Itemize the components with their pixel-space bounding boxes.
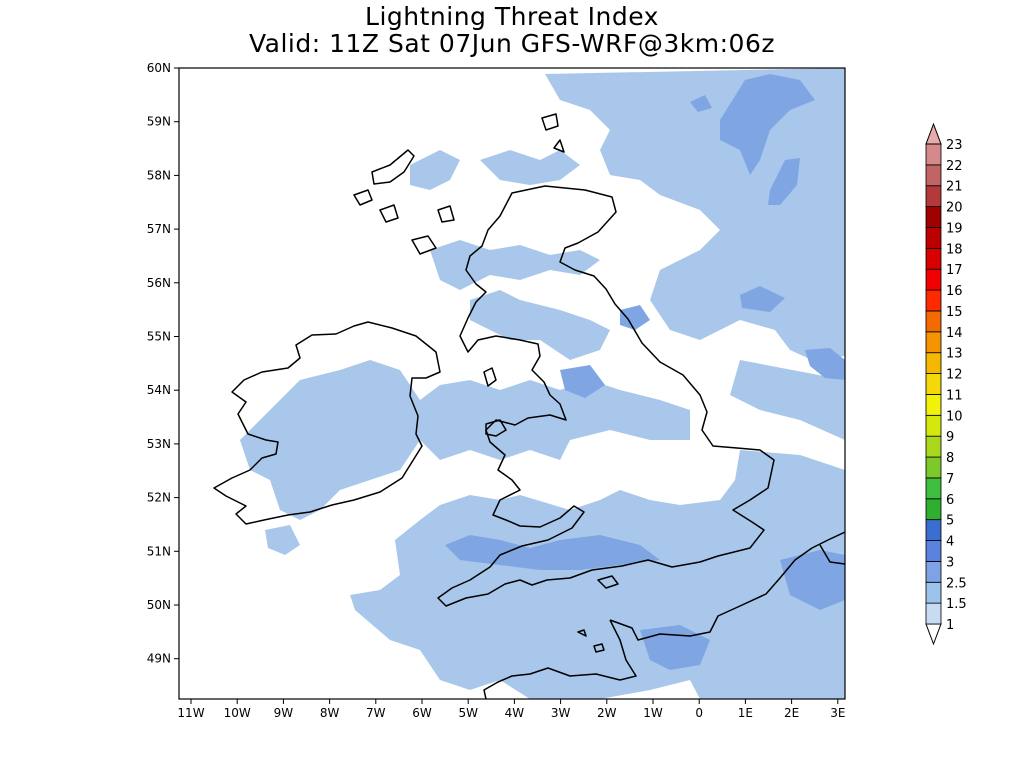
colorbar-swatch bbox=[925, 581, 942, 604]
colorbar-label: 7 bbox=[946, 472, 954, 487]
colorbar-bottom-arrow bbox=[925, 623, 942, 646]
map-title: Lightning Threat Index bbox=[365, 2, 659, 31]
colorbar-label: 15 bbox=[946, 305, 963, 320]
map-subtitle: Valid: 11Z Sat 07Jun GFS-WRF@3km:06z bbox=[248, 29, 775, 58]
lon-label: 6W bbox=[412, 706, 432, 720]
lon-label: 2W bbox=[597, 706, 617, 720]
colorbar-label: 14 bbox=[946, 326, 963, 341]
colorbar-label: 1 bbox=[946, 618, 954, 633]
colorbar-legend: 1 1.5 2.5 3 4 5 6 7 8 9 10 11 12 13 14 15 16 17 18 19 20 21 22… bbox=[925, 122, 967, 646]
lat-label: 49N bbox=[147, 652, 171, 666]
colorbar-swatch bbox=[925, 268, 942, 291]
colorbar-swatch bbox=[925, 435, 942, 458]
colorbar-swatch bbox=[925, 331, 942, 354]
colorbar-label: 1.5 bbox=[946, 597, 967, 612]
lat-label: 55N bbox=[147, 330, 171, 344]
colorbar-label: 23 bbox=[946, 138, 963, 153]
colorbar-swatch bbox=[925, 206, 942, 228]
colorbar-label: 8 bbox=[946, 451, 954, 466]
coastline-ireland bbox=[213, 321, 441, 525]
colorbar-swatch bbox=[925, 247, 942, 270]
lon-label: 2E bbox=[784, 706, 799, 720]
colorbar-label: 11 bbox=[946, 388, 963, 403]
colorbar-swatch bbox=[925, 477, 942, 500]
lat-label: 51N bbox=[147, 544, 171, 558]
latitude-axis: 60N 59N 58N 57N 56N 55N 54N 53N 52N 51N 50N 49N bbox=[147, 61, 179, 666]
lon-label: 0 bbox=[695, 706, 703, 720]
lon-label: 4W bbox=[505, 706, 525, 720]
colorbar-swatch bbox=[925, 185, 942, 208]
lon-label: 1W bbox=[643, 706, 663, 720]
colorbar-swatch bbox=[925, 498, 942, 521]
lon-label: 1E bbox=[738, 706, 753, 720]
lat-label: 53N bbox=[147, 437, 171, 451]
colorbar-label: 13 bbox=[946, 347, 963, 362]
lat-label: 50N bbox=[147, 598, 171, 612]
coastline-great-britain bbox=[437, 185, 775, 607]
lat-label: 56N bbox=[147, 276, 171, 290]
lat-label: 60N bbox=[147, 61, 171, 75]
colorbar-swatch bbox=[925, 352, 942, 374]
colorbar-label: 5 bbox=[946, 514, 954, 529]
lat-label: 58N bbox=[147, 168, 171, 182]
map-plot-area bbox=[179, 68, 845, 699]
colorbar-swatch bbox=[925, 456, 942, 479]
coastlines bbox=[213, 113, 845, 699]
lon-label: 11W bbox=[177, 706, 204, 720]
colorbar-swatch bbox=[925, 519, 942, 541]
colorbar-label: 18 bbox=[946, 242, 963, 257]
colorbar-swatch bbox=[925, 540, 942, 562]
colorbar-swatch bbox=[925, 394, 942, 416]
colorbar-label: 10 bbox=[946, 409, 963, 424]
colorbar-swatch bbox=[925, 602, 942, 625]
colorbar-label: 12 bbox=[946, 368, 963, 383]
lon-label: 9W bbox=[274, 706, 294, 720]
colorbar-label: 17 bbox=[946, 263, 963, 278]
lon-label: 3W bbox=[551, 706, 571, 720]
colorbar-swatch bbox=[925, 143, 942, 166]
colorbar-label: 2.5 bbox=[946, 576, 967, 591]
map-frame bbox=[178, 67, 846, 700]
colorbar-label: 19 bbox=[946, 221, 963, 236]
colorbar-swatch bbox=[925, 373, 942, 395]
colorbar-label: 6 bbox=[946, 493, 954, 508]
colorbar-label: 22 bbox=[946, 159, 963, 174]
lon-label: 5W bbox=[458, 706, 478, 720]
colorbar-label: 3 bbox=[946, 555, 954, 570]
colorbar-swatch bbox=[925, 227, 942, 249]
threat-shading-mid bbox=[445, 74, 845, 670]
colorbar-swatch bbox=[925, 414, 942, 437]
colorbar-label: 20 bbox=[946, 201, 963, 216]
lat-label: 54N bbox=[147, 383, 171, 397]
colorbar-swatch bbox=[925, 164, 942, 187]
lat-label: 52N bbox=[147, 491, 171, 505]
colorbar-label: 21 bbox=[946, 180, 963, 195]
colorbar-top-arrow bbox=[925, 122, 942, 145]
colorbar-label: 9 bbox=[946, 430, 954, 445]
colorbar-swatch bbox=[925, 289, 942, 312]
lat-label: 59N bbox=[147, 115, 171, 129]
colorbar-swatch bbox=[925, 560, 942, 583]
lon-label: 7W bbox=[366, 706, 386, 720]
coastline-france bbox=[609, 531, 845, 641]
lon-label: 10W bbox=[224, 706, 251, 720]
lat-label: 57N bbox=[147, 222, 171, 236]
lon-label: 3E bbox=[830, 706, 845, 720]
lon-label: 8W bbox=[320, 706, 340, 720]
colorbar-label: 4 bbox=[946, 535, 954, 550]
colorbar-label: 16 bbox=[946, 284, 963, 299]
longitude-axis: 11W 10W 9W 8W 7W 6W 5W 4W 3W 2W 1W 0 1E 2E 3E bbox=[177, 699, 845, 720]
colorbar-swatch bbox=[925, 310, 942, 333]
